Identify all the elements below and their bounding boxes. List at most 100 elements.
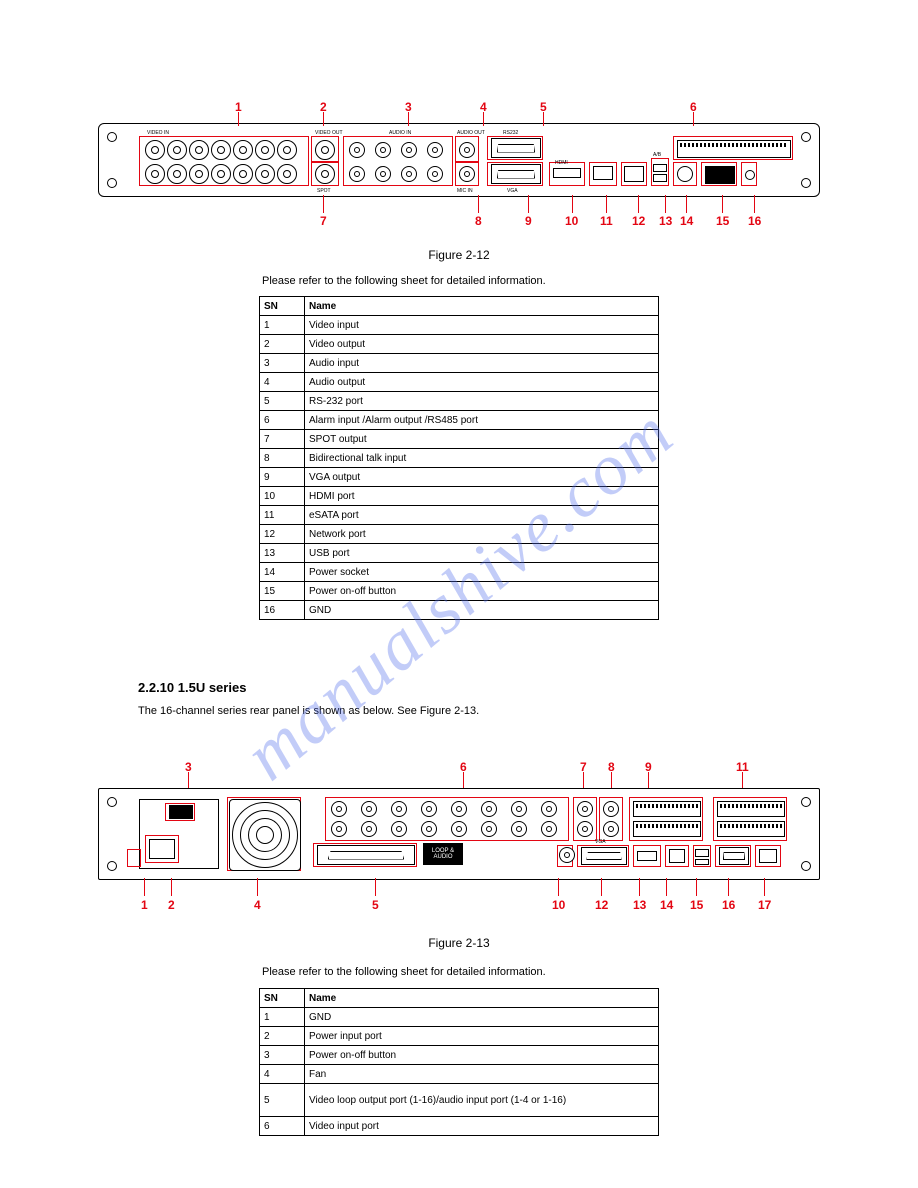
bnc-port [375, 142, 391, 158]
table-row: 5RS-232 port [260, 392, 659, 411]
cell-sn: 15 [260, 582, 305, 601]
table-row: 15Power on-off button [260, 582, 659, 601]
dc-jack [677, 166, 693, 182]
table2-intro: Please refer to the following sheet for … [262, 966, 546, 978]
cell-name: Video output [305, 335, 659, 354]
rs232-port [719, 847, 749, 865]
terminal-block [717, 801, 785, 817]
fig2-label-2: 2 [168, 898, 175, 912]
bnc-port [541, 801, 557, 817]
cell-name: Audio input [305, 354, 659, 373]
fig2-leader-b12 [601, 878, 602, 896]
cell-sn: 8 [260, 449, 305, 468]
cell-name: VGA output [305, 468, 659, 487]
cell-sn: 5 [260, 392, 305, 411]
fig2-leader-11 [742, 772, 743, 788]
cell-name: Network port [305, 525, 659, 544]
bnc-port [189, 164, 209, 184]
bnc-port [427, 166, 443, 182]
fig1-leader-5 [543, 112, 544, 126]
th-name: Name [305, 297, 659, 316]
table-row: 3Power on-off button [260, 1046, 659, 1065]
fig1-leader-8 [478, 195, 479, 213]
bnc-port [233, 164, 253, 184]
terminal-block [633, 801, 701, 817]
fig1-leader-16 [754, 195, 755, 213]
cell-name: Power socket [305, 563, 659, 582]
alarm-terminal [677, 140, 791, 158]
table-row: 2Video output [260, 335, 659, 354]
bnc-port [603, 801, 619, 817]
tiny-label-videoin: VIDEO IN [147, 130, 169, 136]
bnc-port [603, 821, 619, 837]
fig2-leader-b13 [639, 878, 640, 896]
cell-sn: 1 [260, 316, 305, 335]
table-row: 8Bidirectional talk input [260, 449, 659, 468]
table-row: 6Alarm input /Alarm output /RS485 port [260, 411, 659, 430]
fig2-leader-6 [463, 772, 464, 788]
cell-sn: 11 [260, 506, 305, 525]
audio-text: AUDIO [433, 854, 452, 860]
ab-label: A/B [653, 152, 661, 158]
fig1-leader-2 [323, 112, 324, 126]
fig2-leader-b5 [375, 878, 376, 896]
table-row: 4Audio output [260, 373, 659, 392]
bnc-port [401, 142, 417, 158]
cell-name: Power on-off button [305, 582, 659, 601]
bnc-port [391, 821, 407, 837]
fig1-label-11: 11 [600, 214, 613, 228]
fig2-leader-b17 [764, 878, 765, 896]
tiny-label-audioin: AUDIO IN [389, 130, 411, 136]
bnc-port [421, 801, 437, 817]
bnc-port [349, 142, 365, 158]
table-row: 5Video loop output port (1-16)/audio inp… [260, 1084, 659, 1117]
fig1-leader-6 [693, 112, 694, 126]
table-row: 16GND [260, 601, 659, 620]
usb-port [695, 849, 709, 857]
table-header-row: SN Name [260, 297, 659, 316]
bnc-port [331, 801, 347, 817]
cell-sn: 13 [260, 544, 305, 563]
bnc-port [451, 801, 467, 817]
table-row: 1GND [260, 1008, 659, 1027]
cell-sn: 4 [260, 1065, 305, 1084]
fig1-label-14: 14 [680, 214, 693, 228]
cell-sn: 9 [260, 468, 305, 487]
fig2-leader-7 [583, 772, 584, 788]
hdmi-port [553, 168, 581, 178]
fig2-label-14: 14 [660, 898, 673, 912]
bnc-port [511, 801, 527, 817]
cell-sn: 12 [260, 525, 305, 544]
bnc-port [255, 164, 275, 184]
fig2-leader-b16 [728, 878, 729, 896]
fig2-leader-9 [648, 772, 649, 788]
bnc-port [577, 821, 593, 837]
vga-label: VGA [507, 188, 518, 194]
section-2-2-10-title: 2.2.10 1.5U series [138, 680, 246, 695]
th-sn: SN [260, 297, 305, 316]
fig1-leader-13 [665, 195, 666, 213]
cell-name: Video loop output port (1-16)/audio inpu… [305, 1084, 659, 1117]
gnd-screw-icon [745, 170, 755, 180]
cell-name: GND [305, 601, 659, 620]
table-1: SN Name 1Video input 2Video output 3Audi… [259, 296, 659, 620]
fig1-label-16: 16 [748, 214, 761, 228]
bnc-port [255, 140, 275, 160]
terminal-block [717, 821, 785, 837]
table-row: 12Network port [260, 525, 659, 544]
bnc-port [459, 142, 475, 158]
fig2-leader-8 [611, 772, 612, 788]
bnc-port [167, 140, 187, 160]
fig1-leader-10 [572, 195, 573, 213]
cell-name: GND [305, 1008, 659, 1027]
tiny-label-videoout: VIDEO OUT [315, 130, 343, 136]
usb-port [653, 164, 667, 172]
table-row: 2Power input port [260, 1027, 659, 1046]
fig1-label-7: 7 [320, 214, 327, 228]
esata-port [593, 166, 613, 180]
power-inlet [149, 839, 175, 859]
bnc-port [541, 821, 557, 837]
hdmi-port [637, 851, 657, 861]
cell-name: Bidirectional talk input [305, 449, 659, 468]
screw-icon [107, 861, 117, 871]
